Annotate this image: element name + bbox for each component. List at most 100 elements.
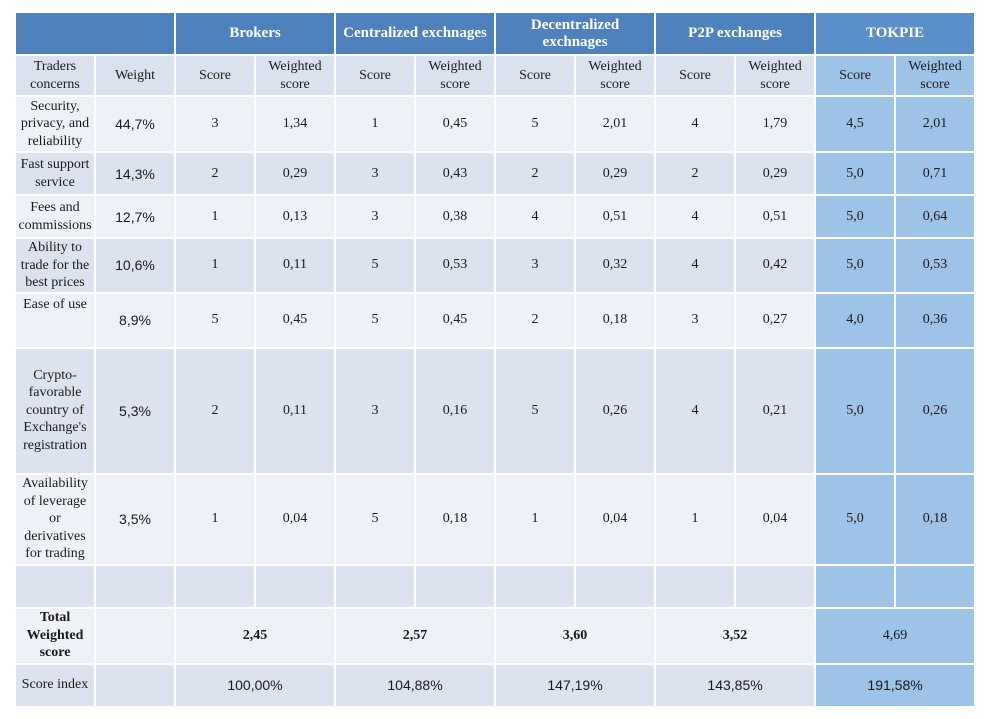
weighted-score-cell: 0,04 <box>574 472 657 566</box>
weighted-score-cell: 0,21 <box>734 346 817 475</box>
totals-label: Total Weighted score <box>14 606 96 665</box>
weighted-score-cell: 0,38 <box>414 194 497 239</box>
score-index-label: Score index <box>14 662 96 708</box>
score-cell: 3 <box>174 95 256 153</box>
table-row: Fast support service 14,3% 2 0,29 3 0,43… <box>14 151 977 196</box>
weighted-score-cell: 0,51 <box>734 194 817 239</box>
tokpie-weighted-score-cell: 0,53 <box>894 237 977 294</box>
weighted-score-cell: 0,42 <box>734 237 817 294</box>
empty-cell <box>334 563 417 609</box>
corner-cell <box>14 11 176 56</box>
weighted-score-cell: 0,04 <box>253 472 337 566</box>
tokpie-score-header: Score <box>814 54 897 97</box>
table-row: Ease of use 8,9% 5 0,45 5 0,45 2 0,18 3 … <box>14 291 977 349</box>
empty-cell <box>14 563 96 609</box>
score-cell: 3 <box>334 346 417 475</box>
weighted-score-cell: 1,34 <box>253 95 337 153</box>
weighted-score-header: Weighted score <box>574 54 657 97</box>
table-row: Fees and commissions 12,7% 1 0,13 3 0,38… <box>14 194 977 239</box>
concern-label: Availability of leverage or derivatives … <box>14 472 96 566</box>
group-header-row: Brokers Centralized exchnages Decentrali… <box>14 11 977 56</box>
weight-column-header: Weight <box>94 54 176 97</box>
empty-cell <box>94 563 176 609</box>
table-row: Availability of leverage or derivatives … <box>14 472 977 566</box>
score-cell: 3 <box>334 151 417 196</box>
tokpie-score-cell: 5,0 <box>814 237 897 294</box>
tokpie-weighted-score-header: Weighted score <box>894 54 977 97</box>
weighted-score-cell: 0,27 <box>734 291 817 349</box>
score-cell: 1 <box>494 472 577 566</box>
weighted-score-cell: 1,79 <box>734 95 817 153</box>
tokpie-weighted-score-cell: 2,01 <box>894 95 977 153</box>
group-header-decentralized: Decentralized exchnages <box>494 11 657 56</box>
tokpie-score-cell: 5,0 <box>814 194 897 239</box>
weighted-score-cell: 2,01 <box>574 95 657 153</box>
sub-header-row: Traders concerns Weight Score Weighted s… <box>14 54 977 97</box>
score-cell: 3 <box>654 291 737 349</box>
score-cell: 2 <box>494 151 577 196</box>
score-cell: 1 <box>174 194 256 239</box>
weighted-score-header: Weighted score <box>734 54 817 97</box>
tokpie-score-cell: 5,0 <box>814 472 897 566</box>
total-centralized: 2,57 <box>334 606 497 665</box>
table-row: Security, privacy, and reliability 44,7%… <box>14 95 977 153</box>
empty-cell <box>414 563 497 609</box>
weighted-score-cell: 0,13 <box>253 194 337 239</box>
score-cell: 5 <box>174 291 256 349</box>
concern-label: Crypto-favorable country of Exchange's r… <box>14 346 96 475</box>
weight-value: 44,7% <box>94 95 176 153</box>
score-cell: 3 <box>334 194 417 239</box>
empty-cell <box>894 563 977 609</box>
concern-label: Ease of use <box>14 291 96 349</box>
index-brokers: 100,00% <box>173 662 337 708</box>
score-cell: 1 <box>654 472 737 566</box>
weighted-score-cell: 0,26 <box>574 346 657 475</box>
score-header: Score <box>174 54 256 97</box>
score-cell: 4 <box>654 194 737 239</box>
group-header-brokers: Brokers <box>173 11 337 56</box>
empty-cell <box>574 563 657 609</box>
score-cell: 4 <box>494 194 577 239</box>
index-decentralized: 147,19% <box>494 662 657 708</box>
weighted-score-cell: 0,32 <box>574 237 657 294</box>
weighted-score-cell: 0,45 <box>253 291 337 349</box>
concern-column-header: Traders concerns <box>14 54 96 97</box>
concern-label: Fast support service <box>14 151 96 196</box>
weighted-score-cell: 0,04 <box>734 472 817 566</box>
score-cell: 2 <box>494 291 577 349</box>
score-cell: 1 <box>174 237 256 294</box>
score-cell: 4 <box>654 237 737 294</box>
weighted-score-cell: 0,51 <box>574 194 657 239</box>
score-header: Score <box>654 54 737 97</box>
tokpie-score-cell: 5,0 <box>814 151 897 196</box>
index-tokpie: 191,58% <box>814 662 977 708</box>
weighted-score-cell: 0,53 <box>414 237 497 294</box>
tokpie-score-cell: 5,0 <box>814 346 897 475</box>
total-tokpie: 4,69 <box>814 606 977 665</box>
weight-value: 14,3% <box>94 151 176 196</box>
table-row: Ability to trade for the best prices 10,… <box>14 237 977 294</box>
score-cell: 2 <box>174 151 256 196</box>
empty-cell <box>94 662 176 708</box>
score-header: Score <box>494 54 577 97</box>
weighted-score-cell: 0,45 <box>414 95 497 153</box>
weighted-score-cell: 0,18 <box>414 472 497 566</box>
total-brokers: 2,45 <box>173 606 337 665</box>
score-cell: 5 <box>494 95 577 153</box>
empty-cell <box>494 563 577 609</box>
empty-cell <box>174 563 256 609</box>
weighted-score-cell: 0,29 <box>734 151 817 196</box>
comparison-table: Brokers Centralized exchnages Decentrali… <box>14 11 977 708</box>
score-cell: 2 <box>654 151 737 196</box>
score-cell: 3 <box>494 237 577 294</box>
weight-value: 10,6% <box>94 237 176 294</box>
score-cell: 2 <box>174 346 256 475</box>
index-centralized: 104,88% <box>334 662 497 708</box>
empty-cell <box>734 563 817 609</box>
concern-label: Security, privacy, and reliability <box>14 95 96 153</box>
tokpie-weighted-score-cell: 0,36 <box>894 291 977 349</box>
table-row: Crypto-favorable country of Exchange's r… <box>14 346 977 475</box>
totals-row: Total Weighted score 2,45 2,57 3,60 3,52… <box>14 606 977 665</box>
concern-label: Fees and commissions <box>14 194 96 239</box>
score-index-row: Score index 100,00% 104,88% 147,19% 143,… <box>14 662 977 708</box>
